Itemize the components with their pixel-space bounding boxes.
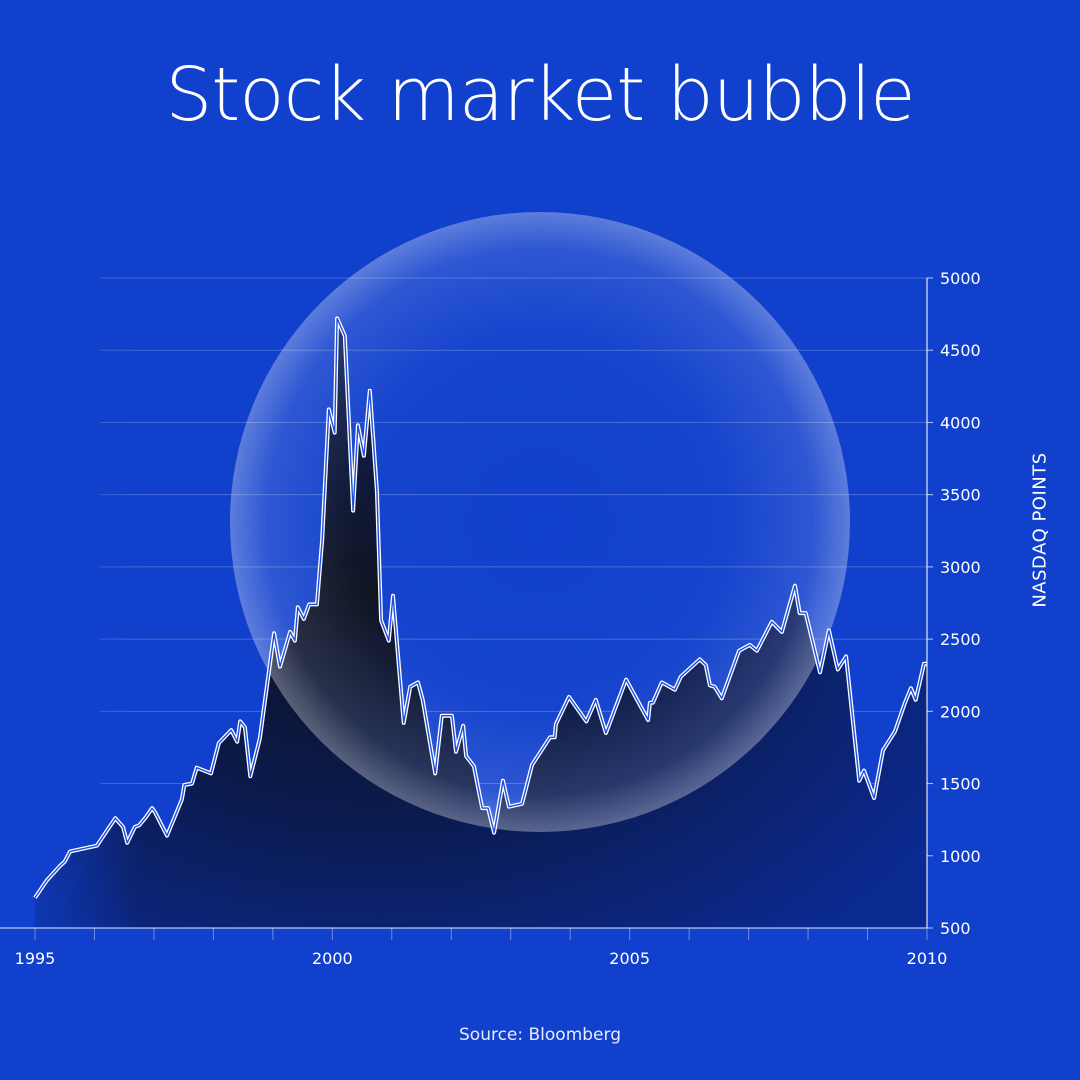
series-line xyxy=(34,317,927,899)
axes: 500 1000 1500 2000 2500 3000 3500 4000 4500 5000 1… xyxy=(0,269,981,968)
bubble xyxy=(230,212,850,832)
x-tick-label: 1995 xyxy=(15,949,56,968)
y-tick-label: 1500 xyxy=(940,775,981,794)
y-tick-label: 500 xyxy=(940,919,971,938)
source-note: Source: Bloomberg xyxy=(459,1025,621,1045)
x-tick-label: 2010 xyxy=(907,949,948,968)
y-tick-label: 2000 xyxy=(940,702,981,721)
y-tick-label: 5000 xyxy=(940,269,981,288)
x-tick-label: 2000 xyxy=(312,949,353,968)
y-tick-label: 1000 xyxy=(940,847,981,866)
x-tick-label: 2005 xyxy=(609,949,650,968)
y-tick-label: 3500 xyxy=(940,486,981,505)
y-tick-label: 2500 xyxy=(940,630,981,649)
y-tick-label: 4000 xyxy=(940,413,981,432)
y-tick-label: 3000 xyxy=(940,558,981,577)
y-tick-label: 4500 xyxy=(940,341,981,360)
y-axis-label: NASDAQ POINTS xyxy=(1029,452,1051,608)
chart-title: Stock market bubble xyxy=(165,52,915,138)
